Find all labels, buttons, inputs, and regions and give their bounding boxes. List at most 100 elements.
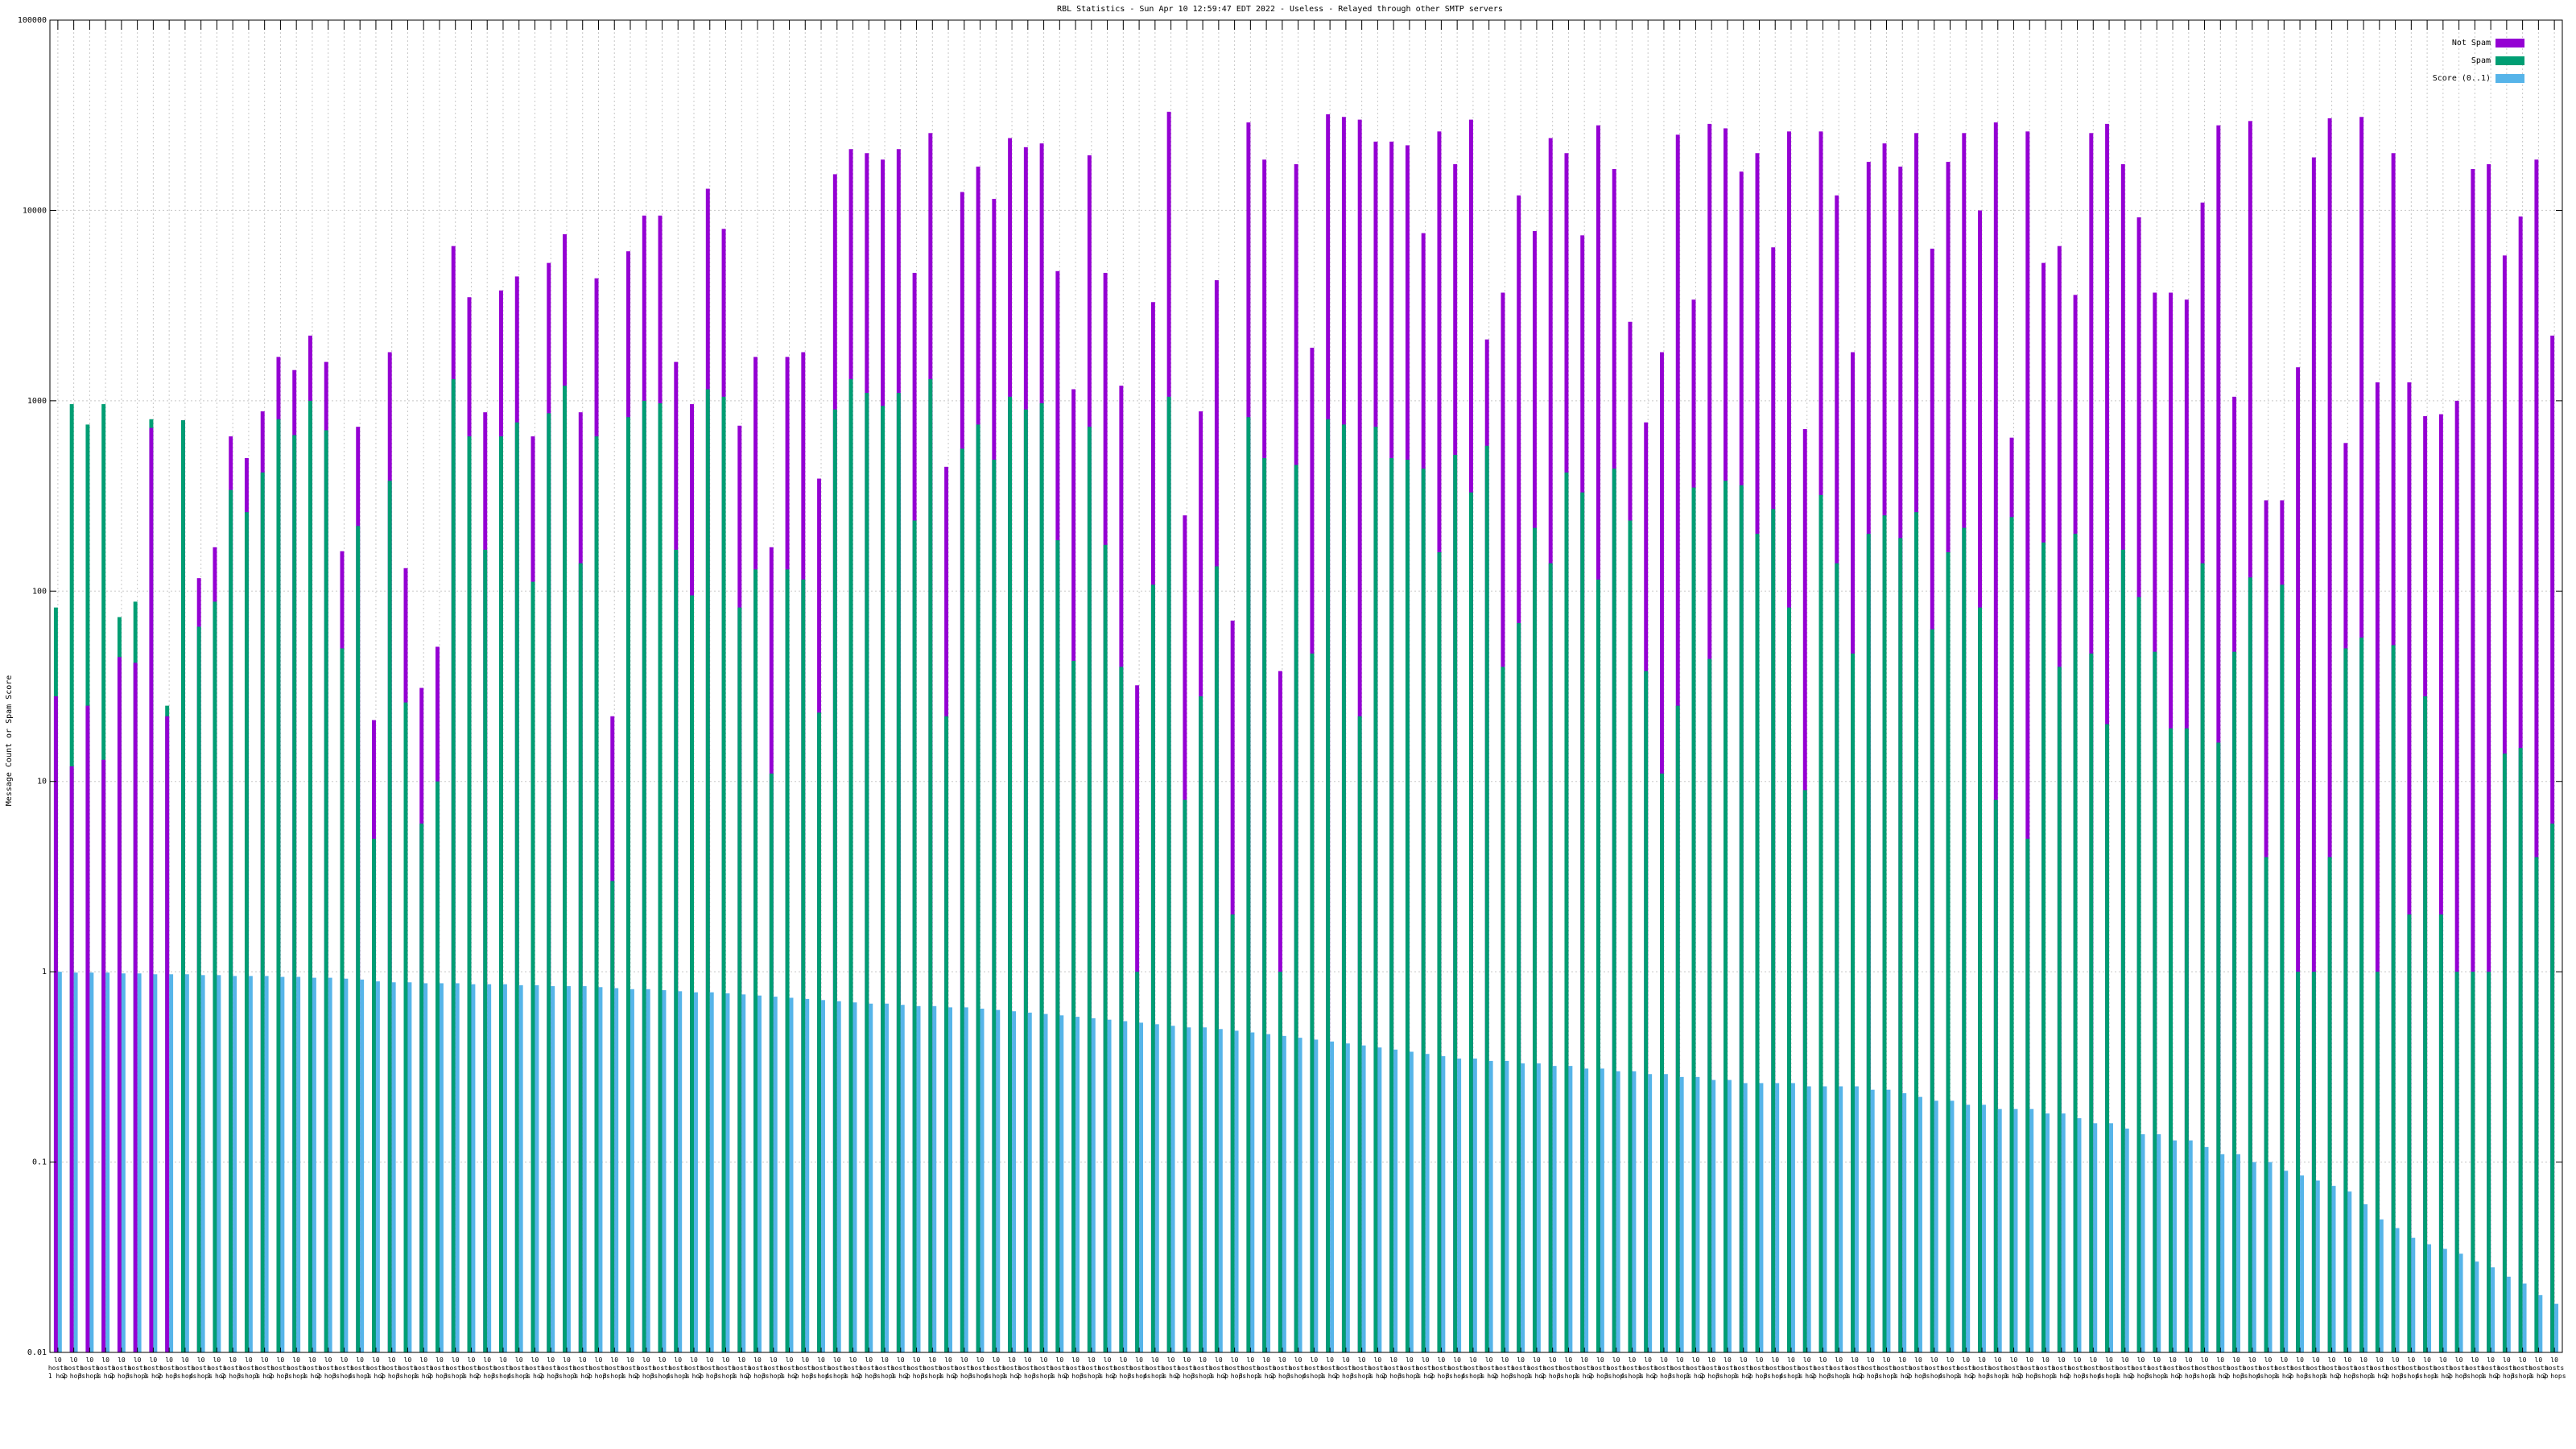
- score-bar: [391, 982, 396, 1352]
- spam-bar: [419, 824, 424, 1352]
- x-category-label: 3 hops: [1557, 1373, 1580, 1380]
- spam-bar: [1071, 660, 1076, 1352]
- score-bar: [1568, 1066, 1573, 1352]
- spam-bar: [260, 472, 265, 1352]
- spam-bar: [308, 400, 312, 1352]
- x-category-label: hosts: [779, 1364, 799, 1372]
- x-category-label: l0: [2519, 1356, 2527, 1364]
- x-category-label: 1 hop: [1368, 1373, 1387, 1380]
- spam-bar: [483, 549, 488, 1352]
- spam-bar: [2057, 667, 2062, 1352]
- x-category-label: 3 hops: [1922, 1373, 1946, 1380]
- x-category-label: hosts: [923, 1364, 942, 1372]
- spam-bar: [2534, 857, 2539, 1352]
- x-category-label: 3 hops: [1397, 1373, 1421, 1380]
- score-bar: [2061, 1113, 2066, 1352]
- score-bar: [1839, 1086, 1843, 1352]
- not-spam-bar: [133, 663, 138, 1352]
- x-category-label: l0: [1342, 1356, 1350, 1364]
- score-bar: [885, 1003, 889, 1352]
- not-spam-bar: [2454, 400, 2459, 1352]
- x-category-label: 2 hops: [1748, 1373, 1771, 1380]
- x-category-label: l0: [865, 1356, 873, 1364]
- spam-bar: [1150, 584, 1155, 1352]
- spam-bar: [2073, 534, 2078, 1352]
- x-category-label: l0: [1930, 1356, 1938, 1364]
- x-category-label: l0: [2248, 1356, 2256, 1364]
- legend-label: Score (0..1): [2433, 74, 2491, 83]
- score-bar: [1170, 1026, 1175, 1352]
- x-category-label: l0: [2344, 1356, 2352, 1364]
- x-category-label: 4 hops: [1780, 1373, 1803, 1380]
- x-category-label: hosts: [588, 1364, 608, 1372]
- score-bar: [264, 976, 269, 1352]
- x-category-label: hosts: [143, 1364, 163, 1372]
- x-category-label: 1 hop: [1480, 1373, 1499, 1380]
- x-category-label: hosts: [2036, 1364, 2055, 1372]
- score-bar: [1950, 1100, 1955, 1352]
- x-category-label: 1 hop: [2274, 1373, 2293, 1380]
- spam-bar: [1660, 773, 1664, 1352]
- x-category-label: 3 hops: [1032, 1373, 1055, 1380]
- x-category-label: hosts: [1225, 1364, 1245, 1372]
- score-bar: [2363, 1204, 2368, 1352]
- x-category-label: l0: [1167, 1356, 1175, 1364]
- x-category-label: hosts: [1018, 1364, 1038, 1372]
- x-category-label: 1 hop: [1575, 1373, 1594, 1380]
- x-category-label: 1 hop: [1098, 1373, 1117, 1380]
- x-category-label: 1 hop: [1956, 1373, 1975, 1380]
- x-category-label: l0: [801, 1356, 809, 1364]
- score-bar: [598, 987, 603, 1352]
- x-category-label: hosts: [1193, 1364, 1212, 1372]
- x-category-label: 4 hops: [1143, 1373, 1166, 1380]
- x-category-label: l0: [1422, 1356, 1430, 1364]
- bars-layer: [53, 111, 2559, 1353]
- x-category-label: 3 hops: [1875, 1373, 1898, 1380]
- score-bar: [1059, 1015, 1064, 1352]
- x-category-label: l0: [2328, 1356, 2336, 1364]
- x-category-label: hosts: [48, 1364, 68, 1372]
- spam-bar: [2423, 696, 2428, 1352]
- spam-bar: [848, 378, 853, 1352]
- x-category-label: l0: [1215, 1356, 1223, 1364]
- x-category-label: 2 hops: [427, 1373, 451, 1380]
- x-category-label: 4 hops: [1302, 1373, 1326, 1380]
- x-category-label: 1 hop: [2322, 1373, 2342, 1380]
- score-bar: [1107, 1019, 1112, 1352]
- spam-bar: [1262, 458, 1267, 1352]
- x-category-label: 2 hops: [698, 1373, 721, 1380]
- not-spam-bar: [117, 657, 122, 1352]
- score-bar: [153, 974, 158, 1352]
- spam-bar: [1691, 487, 1696, 1352]
- spam-bar: [2216, 742, 2221, 1352]
- x-category-label: 2 hops: [221, 1373, 245, 1380]
- x-category-label: 3 hops: [2082, 1373, 2105, 1380]
- x-category-label: hosts: [986, 1364, 1005, 1372]
- spam-bar: [801, 579, 806, 1352]
- x-category-label: hosts: [2179, 1364, 2198, 1372]
- x-category-label: 4 hops: [825, 1373, 848, 1380]
- x-category-label: l0: [1835, 1356, 1843, 1364]
- score-bar: [169, 974, 174, 1352]
- x-category-label: 3 hops: [2352, 1373, 2376, 1380]
- x-category-label: l0: [928, 1356, 936, 1364]
- x-category-label: hosts: [2099, 1364, 2119, 1372]
- not-spam-bar: [85, 705, 90, 1352]
- x-category-label: 4 hops: [189, 1373, 213, 1380]
- x-category-label: hosts: [430, 1364, 449, 1372]
- spam-bar: [928, 378, 933, 1352]
- x-category-label: l0: [1056, 1356, 1064, 1364]
- x-category-label: hosts: [2401, 1364, 2421, 1372]
- x-category-label: hosts: [1558, 1364, 1578, 1372]
- x-category-label: hosts: [1956, 1364, 1975, 1372]
- score-bar: [1361, 1045, 1366, 1352]
- score-bar: [1521, 1063, 1525, 1352]
- x-category-label: 1 hop: [1686, 1373, 1705, 1380]
- x-category-label: 3 hops: [650, 1373, 674, 1380]
- x-category-label: 2 hops: [1334, 1373, 1357, 1380]
- x-category-label: 3 hops: [921, 1373, 944, 1380]
- x-category-label: l0: [547, 1356, 555, 1364]
- score-bar: [407, 982, 412, 1352]
- x-category-label: 2 hops: [634, 1373, 658, 1380]
- x-category-label: hosts: [541, 1364, 560, 1372]
